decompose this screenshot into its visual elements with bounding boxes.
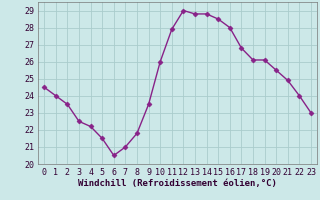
X-axis label: Windchill (Refroidissement éolien,°C): Windchill (Refroidissement éolien,°C) (78, 179, 277, 188)
